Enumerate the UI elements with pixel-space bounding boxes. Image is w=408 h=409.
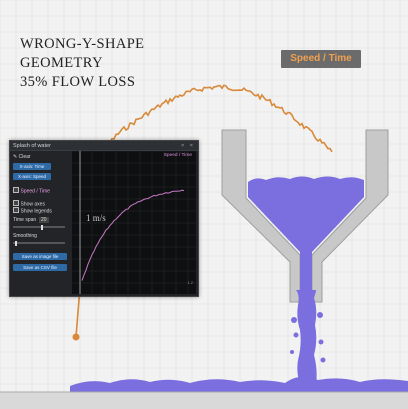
caption-line-3: 35% FLOW LOSS [20, 74, 136, 90]
speed-series-label: Speed / Time [20, 188, 50, 195]
panel-titlebar[interactable]: Splash of water × × [10, 141, 198, 151]
caption-line-2: GEOMETRY [20, 55, 103, 71]
ground-puddle [70, 376, 408, 395]
checkbox-icon [13, 187, 19, 193]
plot-corner-value: 1.2 [187, 280, 193, 285]
save-image-button[interactable]: Save as image file [13, 253, 67, 260]
checkbox-icon [13, 207, 19, 213]
water-column [300, 250, 312, 290]
plot-speed-curve [81, 189, 185, 281]
plot-unit-label: 1 m/s [86, 213, 106, 223]
speed-curve-start-point [72, 333, 80, 341]
checkbox-icon [13, 200, 19, 206]
time-span-value[interactable]: 20 [38, 217, 49, 223]
slider-handle[interactable] [15, 240, 17, 246]
xaxis-time-button[interactable]: X-axis: Time [13, 163, 51, 170]
funnel-geometry [221, 129, 389, 303]
show-axes-checkbox[interactable]: Show axes [13, 200, 45, 208]
speed-plot[interactable]: Speed / Time 1 m/s 1.2 [72, 151, 196, 294]
xaxis-speed-button[interactable]: X-axis: Speed [13, 173, 51, 180]
splash-panel[interactable]: Splash of water × × ✎ Clear X-axis: Time… [9, 140, 199, 297]
pencil-icon: ✎ [13, 154, 19, 160]
time-span-row: Time span 20 [13, 217, 49, 223]
time-span-slider[interactable] [13, 224, 65, 230]
slider-handle[interactable] [41, 224, 43, 230]
panel-window-controls[interactable]: × × [181, 142, 195, 149]
clear-label: Clear [18, 154, 31, 160]
speed-plot-canvas [72, 151, 196, 294]
clear-button[interactable]: ✎ Clear [13, 154, 31, 160]
speed-legend-tag: Speed / Time [281, 50, 361, 68]
show-axes-label: Show axes [20, 201, 45, 208]
smoothing-slider[interactable] [13, 240, 65, 246]
panel-sidebar: ✎ Clear X-axis: Time X-axis: Speed Speed… [10, 151, 70, 296]
save-csv-button[interactable]: Save as CSV file [13, 264, 67, 271]
water-stream [296, 290, 317, 385]
smoothing-label: Smoothing [13, 233, 37, 239]
speed-series-toggle[interactable]: Speed / Time [13, 187, 50, 195]
plot-legend: Speed / Time [163, 153, 192, 158]
show-legends-label: Show legends [20, 208, 52, 215]
funnel-water [248, 176, 364, 252]
time-span-label: Time span [13, 217, 37, 223]
panel-title: Splash of water [13, 143, 51, 149]
floor [0, 392, 408, 409]
water-body [70, 176, 408, 395]
caption-line-1: WRONG-Y-SHAPE [20, 36, 145, 52]
show-legends-checkbox[interactable]: Show legends [13, 207, 52, 215]
speed-time-curve [75, 84, 333, 338]
funnel-right-wall [311, 129, 389, 303]
